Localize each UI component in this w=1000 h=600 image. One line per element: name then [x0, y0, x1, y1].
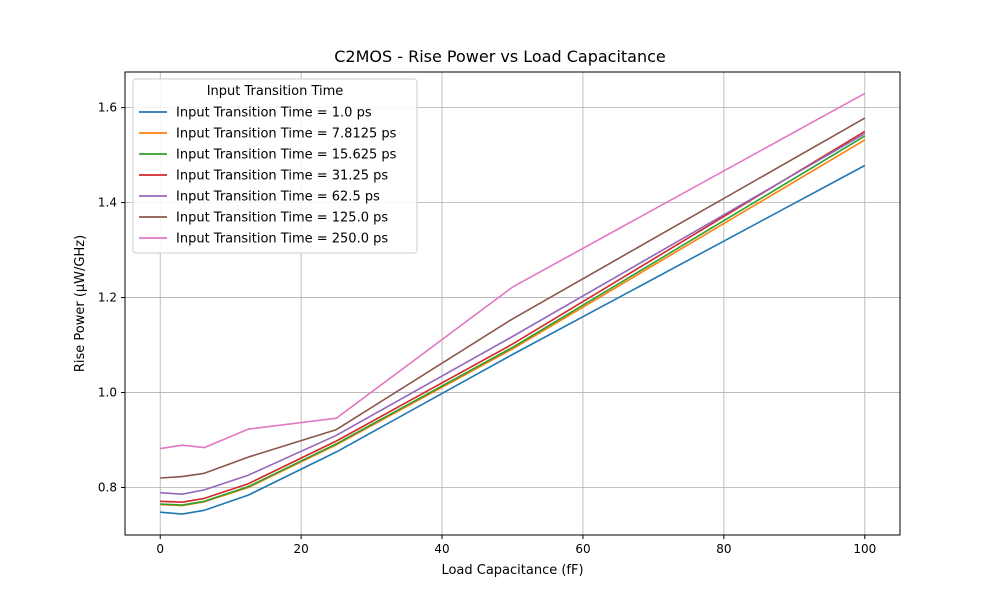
plot-frame — [124, 71, 901, 536]
series-line — [160, 92, 866, 450]
x-tick-label: 80 — [716, 542, 731, 556]
series-line — [160, 117, 866, 479]
x-axis-label: Load Capacitance (fF) — [441, 563, 583, 578]
legend-entry: Input Transition Time = 31.25 ps — [176, 169, 388, 184]
y-tick-label: 1.6 — [98, 101, 117, 115]
legend-entry: Input Transition Time = 15.625 ps — [176, 148, 397, 163]
chart-title: C2MOS - Rise Power vs Load Capacitance — [334, 47, 666, 66]
x-tick-label: 20 — [293, 542, 308, 556]
legend-entry: Input Transition Time = 1.0 ps — [176, 106, 372, 121]
y-tick-label: 1.2 — [98, 291, 117, 305]
series-lines — [160, 92, 866, 515]
legend-entry: Input Transition Time = 125.0 ps — [176, 211, 388, 226]
y-axis-label: Rise Power (µW/GHz) — [73, 235, 88, 372]
x-tick-label: 100 — [853, 542, 876, 556]
grid — [125, 72, 900, 535]
series-line — [160, 130, 866, 504]
x-tick-label: 40 — [434, 542, 449, 556]
y-tick-label: 1.0 — [98, 386, 117, 400]
series-line — [160, 164, 866, 515]
y-tick-label: 0.8 — [98, 481, 117, 495]
legend-entry: Input Transition Time = 7.8125 ps — [176, 127, 397, 142]
axis-ticks: 0 20 40 60 80 100 0.8 1.0 1.2 1.4 1.6 — [98, 101, 876, 556]
legend-entry: Input Transition Time = 62.5 ps — [176, 190, 380, 205]
series-line — [160, 135, 866, 506]
x-tick-label: 0 — [156, 542, 164, 556]
legend-title: Input Transition Time — [207, 84, 344, 99]
legend-box — [132, 78, 418, 254]
legend-entry: Input Transition Time = 250.0 ps — [176, 232, 388, 247]
legend: Input Transition Time Input Transition Ti… — [132, 78, 418, 254]
y-tick-label: 1.4 — [98, 196, 117, 210]
series-line — [160, 133, 866, 496]
x-tick-label: 60 — [575, 542, 590, 556]
